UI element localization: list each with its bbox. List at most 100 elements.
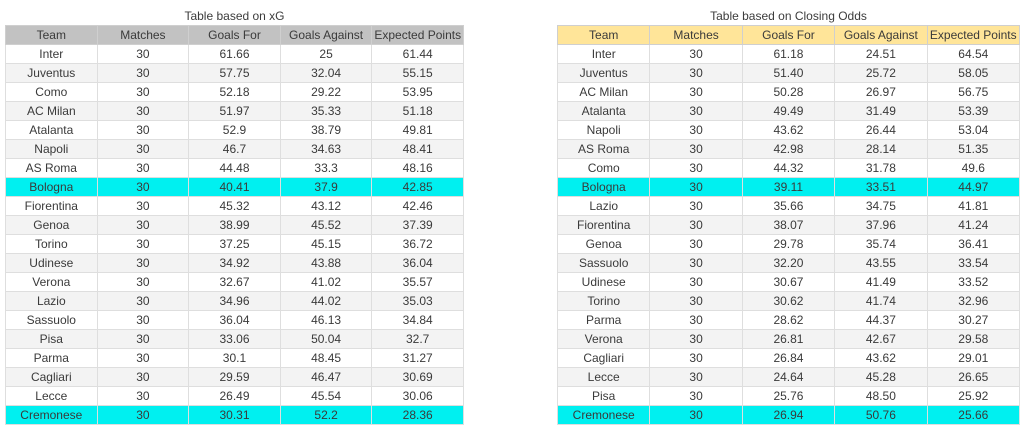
table-cell[interactable]: 28.62	[741, 310, 836, 330]
table-cell[interactable]: 36.72	[371, 234, 464, 254]
table-cell[interactable]: Lecce	[556, 367, 651, 387]
table-cell[interactable]: 29.78	[741, 234, 836, 254]
table-cell[interactable]: 35.03	[371, 291, 464, 311]
table-cell[interactable]: 45.54	[279, 386, 373, 406]
table-cell[interactable]: 35.74	[834, 234, 928, 254]
table-cell[interactable]: 34.63	[279, 139, 373, 159]
table-cell[interactable]: AS Roma	[5, 158, 98, 178]
table-cell[interactable]: 30	[649, 44, 743, 64]
table-cell[interactable]: 30	[649, 177, 743, 197]
table-cell[interactable]: 30	[649, 272, 743, 292]
table-cell[interactable]: 30	[649, 253, 743, 273]
table-cell[interactable]: 42.67	[834, 329, 928, 349]
table-cell[interactable]: 46.47	[279, 367, 373, 387]
table-cell[interactable]: 41.74	[834, 291, 928, 311]
table-cell[interactable]: 30	[96, 272, 190, 292]
table-cell[interactable]: Atalanta	[5, 120, 98, 140]
table-cell[interactable]: 34.92	[188, 253, 281, 273]
table-cell[interactable]: 45.32	[188, 196, 281, 216]
table-cell[interactable]: 30	[649, 310, 743, 330]
table-cell[interactable]: 61.44	[371, 44, 464, 64]
table-cell[interactable]: Lazio	[5, 291, 98, 311]
table-cell[interactable]: Fiorentina	[556, 215, 651, 235]
column-header[interactable]: Team	[556, 25, 651, 45]
table-cell[interactable]: 55.15	[371, 63, 464, 83]
table-cell[interactable]: Genoa	[556, 234, 651, 254]
table-cell[interactable]: 30	[96, 196, 190, 216]
table-cell[interactable]: 44.37	[834, 310, 928, 330]
table-cell[interactable]: 30	[649, 386, 743, 406]
table-cell[interactable]: 44.32	[741, 158, 836, 178]
table-cell[interactable]: 56.75	[926, 82, 1021, 102]
table-cell[interactable]: 25.66	[926, 405, 1021, 425]
table-cell[interactable]: 30.62	[741, 291, 836, 311]
table-cell[interactable]: 30	[96, 63, 190, 83]
table-cell[interactable]: 52.2	[279, 405, 373, 425]
table-cell[interactable]: 48.50	[834, 386, 928, 406]
table-cell[interactable]: 36.04	[371, 253, 464, 273]
table-cell[interactable]: 35.66	[741, 196, 836, 216]
table-cell[interactable]: 34.75	[834, 196, 928, 216]
table-cell[interactable]: 35.33	[279, 101, 373, 121]
table-cell[interactable]: 48.45	[279, 348, 373, 368]
table-cell[interactable]: 34.84	[371, 310, 464, 330]
table-cell[interactable]: Lecce	[5, 386, 98, 406]
table-cell[interactable]: 33.54	[926, 253, 1021, 273]
table-cell[interactable]: 53.04	[926, 120, 1021, 140]
table-cell[interactable]: 44.02	[279, 291, 373, 311]
table-cell[interactable]: 51.97	[188, 101, 281, 121]
column-header[interactable]: Matches	[649, 25, 743, 45]
table-cell[interactable]: 24.64	[741, 367, 836, 387]
table-cell[interactable]: 30	[649, 329, 743, 349]
table-cell[interactable]: 39.11	[741, 177, 836, 197]
table-cell[interactable]: 61.18	[741, 44, 836, 64]
table-cell[interactable]: Genoa	[5, 215, 98, 235]
table-cell[interactable]: Cagliari	[5, 367, 98, 387]
table-cell[interactable]: 30	[649, 348, 743, 368]
table-cell[interactable]: 31.27	[371, 348, 464, 368]
table-cell[interactable]: Juventus	[556, 63, 651, 83]
table-cell[interactable]: 43.12	[279, 196, 373, 216]
table-cell[interactable]: 30	[96, 158, 190, 178]
table-cell[interactable]: Torino	[5, 234, 98, 254]
table-cell[interactable]: Bologna	[5, 177, 98, 197]
table-cell[interactable]: 45.52	[279, 215, 373, 235]
table-cell[interactable]: 30	[96, 139, 190, 159]
table-cell[interactable]: 33.06	[188, 329, 281, 349]
table-cell[interactable]: 29.01	[926, 348, 1021, 368]
table-cell[interactable]: 38.79	[279, 120, 373, 140]
table-cell[interactable]: Napoli	[556, 120, 651, 140]
table-cell[interactable]: 30.06	[371, 386, 464, 406]
table-cell[interactable]: 30.67	[741, 272, 836, 292]
table-cell[interactable]: Sassuolo	[5, 310, 98, 330]
table-cell[interactable]: Verona	[5, 272, 98, 292]
table-cell[interactable]: 29.22	[279, 82, 373, 102]
table-cell[interactable]: Cremonese	[5, 405, 98, 425]
table-cell[interactable]: Cremonese	[556, 405, 651, 425]
table-cell[interactable]: Sassuolo	[556, 253, 651, 273]
table-cell[interactable]: 33.3	[279, 158, 373, 178]
table-cell[interactable]: 26.81	[741, 329, 836, 349]
table-cell[interactable]: 28.14	[834, 139, 928, 159]
table-cell[interactable]: 30	[96, 44, 190, 64]
table-cell[interactable]: 61.66	[188, 44, 281, 64]
table-cell[interactable]: 45.15	[279, 234, 373, 254]
table-cell[interactable]: 30.1	[188, 348, 281, 368]
table-cell[interactable]: 30	[649, 101, 743, 121]
table-cell[interactable]: 41.49	[834, 272, 928, 292]
table-cell[interactable]: 30	[96, 310, 190, 330]
table-cell[interactable]: Fiorentina	[5, 196, 98, 216]
table-cell[interactable]: 30	[649, 291, 743, 311]
table-cell[interactable]: Parma	[556, 310, 651, 330]
table-cell[interactable]: 42.98	[741, 139, 836, 159]
table-cell[interactable]: 30	[96, 177, 190, 197]
table-cell[interactable]: Verona	[556, 329, 651, 349]
table-cell[interactable]: 38.99	[188, 215, 281, 235]
table-cell[interactable]: AS Roma	[556, 139, 651, 159]
table-cell[interactable]: 32.04	[279, 63, 373, 83]
column-header[interactable]: Team	[5, 25, 98, 45]
table-cell[interactable]: 30	[649, 139, 743, 159]
table-cell[interactable]: Como	[556, 158, 651, 178]
table-cell[interactable]: 44.48	[188, 158, 281, 178]
table-cell[interactable]: 46.7	[188, 139, 281, 159]
